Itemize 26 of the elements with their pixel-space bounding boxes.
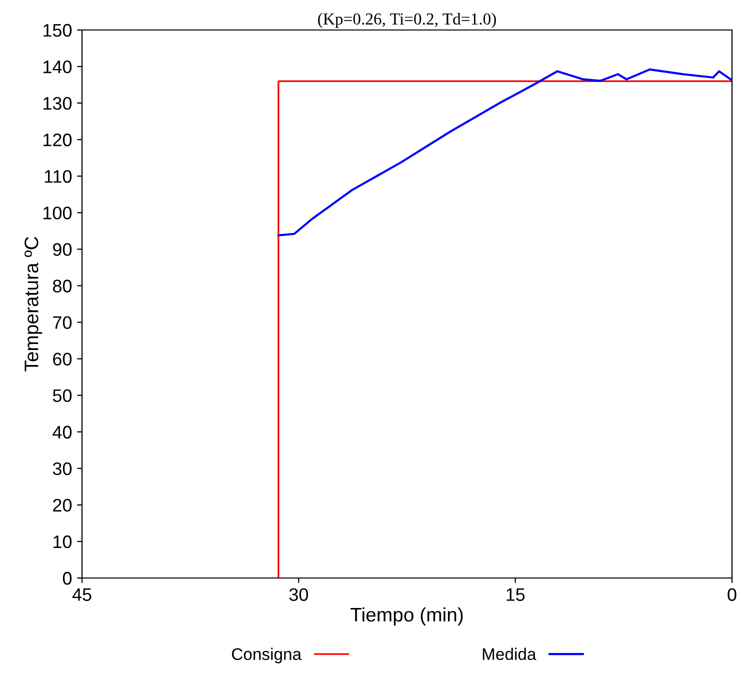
y-tick-label: 60 <box>53 352 72 366</box>
y-tick-label: 130 <box>44 97 72 110</box>
y-tick-label: 110 <box>44 170 72 183</box>
y-tick-label: 120 <box>44 134 72 146</box>
line-series <box>277 68 732 236</box>
y-tick-label: 10 <box>54 535 72 548</box>
y-axis-title: Temperatura ºC <box>24 236 42 372</box>
x-tick-label: 30 <box>289 588 308 601</box>
legend-label: Medida <box>482 648 536 660</box>
y-tick-label: 140 <box>44 60 72 74</box>
y-tick-label: 100 <box>44 206 72 220</box>
y-tick-label: 90 <box>53 243 72 256</box>
y-tick-label: 40 <box>52 426 72 439</box>
x-tick-label: 0 <box>728 588 736 601</box>
legend-label: Consigna <box>232 648 302 664</box>
y-tick-label: 0 <box>62 572 72 585</box>
y-tick-label: 50 <box>52 389 72 402</box>
chart-title: (Kp=0.26, Ti=0.2, Td=1.0) <box>318 12 496 28</box>
x-axis-title: Tiempo (min) <box>350 607 463 626</box>
y-tick-label: 150 <box>44 24 72 37</box>
y-tick-label: 20 <box>53 498 72 512</box>
x-tick-label: 45 <box>72 588 92 601</box>
y-tick-label: 30 <box>52 462 72 476</box>
y-tick-label: 70 <box>53 316 72 329</box>
y-tick-label: 80 <box>52 280 72 292</box>
x-tick-label: 15 <box>506 588 525 601</box>
